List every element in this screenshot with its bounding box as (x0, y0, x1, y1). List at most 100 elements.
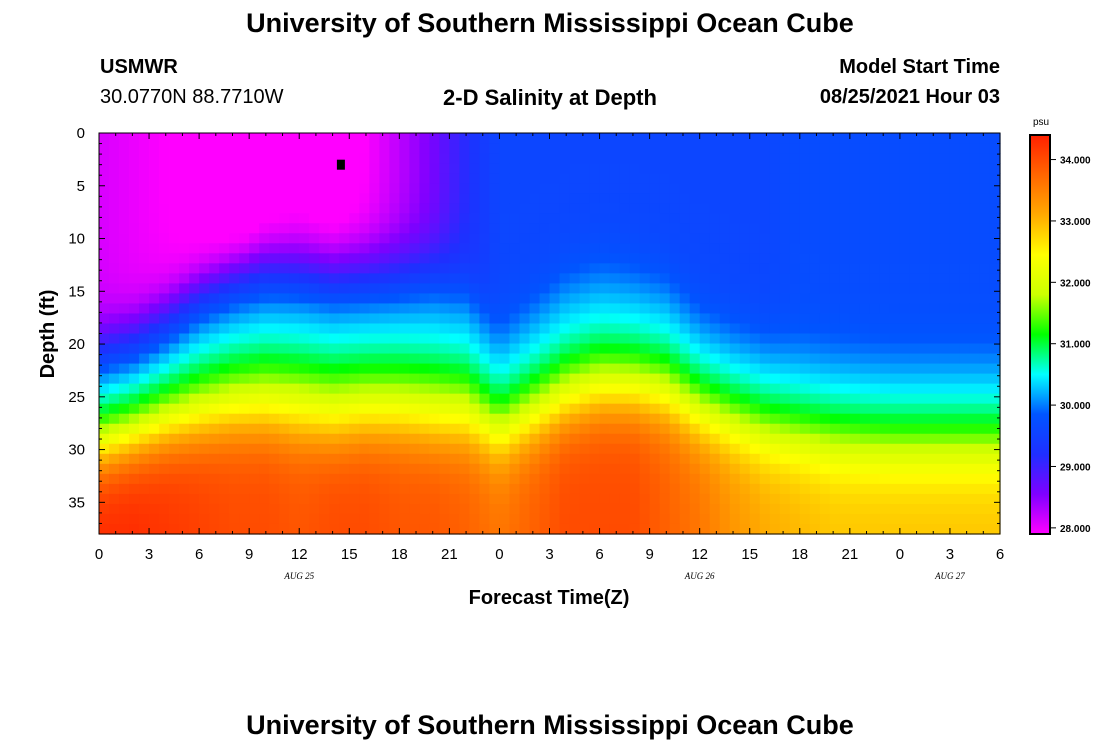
heatmap-cell (729, 453, 741, 465)
heatmap-cell (99, 173, 110, 184)
heatmap-cell (369, 303, 380, 315)
heatmap-cell (819, 513, 831, 525)
heatmap-cell (789, 183, 801, 194)
heatmap-cell (119, 233, 130, 244)
heatmap-cell (469, 363, 481, 375)
heatmap-cell (259, 313, 270, 325)
heatmap-cell (549, 493, 561, 505)
heatmap-cell (729, 203, 741, 214)
heatmap-cell (259, 213, 270, 224)
heatmap-cell (929, 163, 941, 174)
station-name: USMWR (100, 56, 178, 78)
heatmap-cell (289, 483, 300, 495)
heatmap-cell (629, 243, 641, 254)
heatmap-cell (759, 493, 771, 505)
heatmap-cell (689, 463, 701, 475)
heatmap-cell (779, 473, 791, 485)
heatmap-cell (939, 143, 951, 154)
heatmap-cell (589, 203, 601, 214)
heatmap-cell (349, 233, 360, 244)
heatmap-cell (419, 143, 430, 154)
heatmap-cell (879, 193, 891, 204)
heatmap-cell (299, 183, 310, 194)
heatmap-cell (619, 403, 631, 415)
heatmap-cell (789, 363, 801, 375)
heatmap-cell (719, 303, 731, 315)
heatmap-cell (159, 353, 170, 365)
heatmap-cell (809, 283, 821, 295)
heatmap-cell (459, 403, 471, 415)
heatmap-cell (679, 213, 691, 224)
heatmap-cell (789, 173, 801, 184)
heatmap-cell (509, 153, 521, 164)
heatmap-cell (359, 153, 370, 164)
heatmap-cell (769, 363, 781, 375)
heatmap-cell (419, 253, 430, 264)
heatmap-cell (899, 163, 911, 174)
heatmap-cell (969, 433, 981, 445)
heatmap-cell (939, 353, 951, 365)
heatmap-cell (599, 513, 611, 525)
heatmap-cell (639, 313, 651, 325)
heatmap-cell (699, 463, 711, 475)
heatmap-cell (579, 413, 591, 425)
heatmap-cell (939, 473, 951, 485)
heatmap-cell (309, 223, 320, 234)
heatmap-cell (279, 183, 290, 194)
heatmap-cell (509, 303, 521, 315)
heatmap-cell (459, 343, 471, 355)
heatmap-cell (179, 303, 190, 315)
heatmap-cell (519, 263, 531, 274)
heatmap-cell (769, 183, 781, 194)
heatmap-cell (599, 323, 611, 335)
heatmap-cell (129, 283, 140, 295)
heatmap-cell (119, 423, 130, 435)
heatmap-cell (759, 513, 771, 525)
heatmap-cell (139, 363, 150, 375)
heatmap-cell (349, 513, 360, 525)
heatmap-cell (149, 383, 160, 395)
heatmap-cell (429, 403, 440, 415)
heatmap-cell (469, 463, 481, 475)
heatmap-cell (789, 403, 801, 415)
heatmap-cell (709, 513, 721, 525)
heatmap-cell (569, 373, 581, 385)
heatmap-cell (809, 473, 821, 485)
heatmap-cell (219, 433, 230, 445)
heatmap-cell (759, 373, 771, 385)
heatmap-cell (809, 313, 821, 325)
heatmap-cell (659, 483, 671, 495)
heatmap-cell (459, 363, 471, 375)
heatmap-cell (559, 453, 571, 465)
heatmap-cell (709, 333, 721, 345)
heatmap-cell (969, 133, 981, 144)
heatmap-cell (219, 293, 230, 305)
heatmap-cell (459, 303, 471, 315)
heatmap-cell (99, 323, 110, 335)
heatmap-cell (389, 513, 400, 525)
heatmap-cell (989, 433, 1001, 445)
heatmap-cell (169, 423, 180, 435)
heatmap-cell (709, 413, 721, 425)
heatmap-cell (619, 263, 631, 274)
heatmap-cell (969, 403, 981, 415)
heatmap-cell (259, 523, 270, 535)
heatmap-cell (339, 183, 350, 194)
heatmap-cell (509, 363, 521, 375)
heatmap-cell (159, 483, 170, 495)
heatmap-cell (109, 333, 120, 345)
heatmap-cell (149, 413, 160, 425)
heatmap-cell (719, 473, 731, 485)
heatmap-cell (99, 243, 110, 254)
heatmap-cell (589, 193, 601, 204)
heatmap-cell (709, 373, 721, 385)
heatmap-cell (349, 283, 360, 295)
heatmap-cell (439, 183, 450, 194)
heatmap-cell (479, 363, 491, 375)
heatmap-cell (499, 333, 511, 345)
heatmap-cell (749, 263, 761, 274)
heatmap-cell (419, 383, 430, 395)
heatmap-cell (309, 143, 320, 154)
heatmap-cell (659, 343, 671, 355)
heatmap-cell (869, 293, 881, 305)
